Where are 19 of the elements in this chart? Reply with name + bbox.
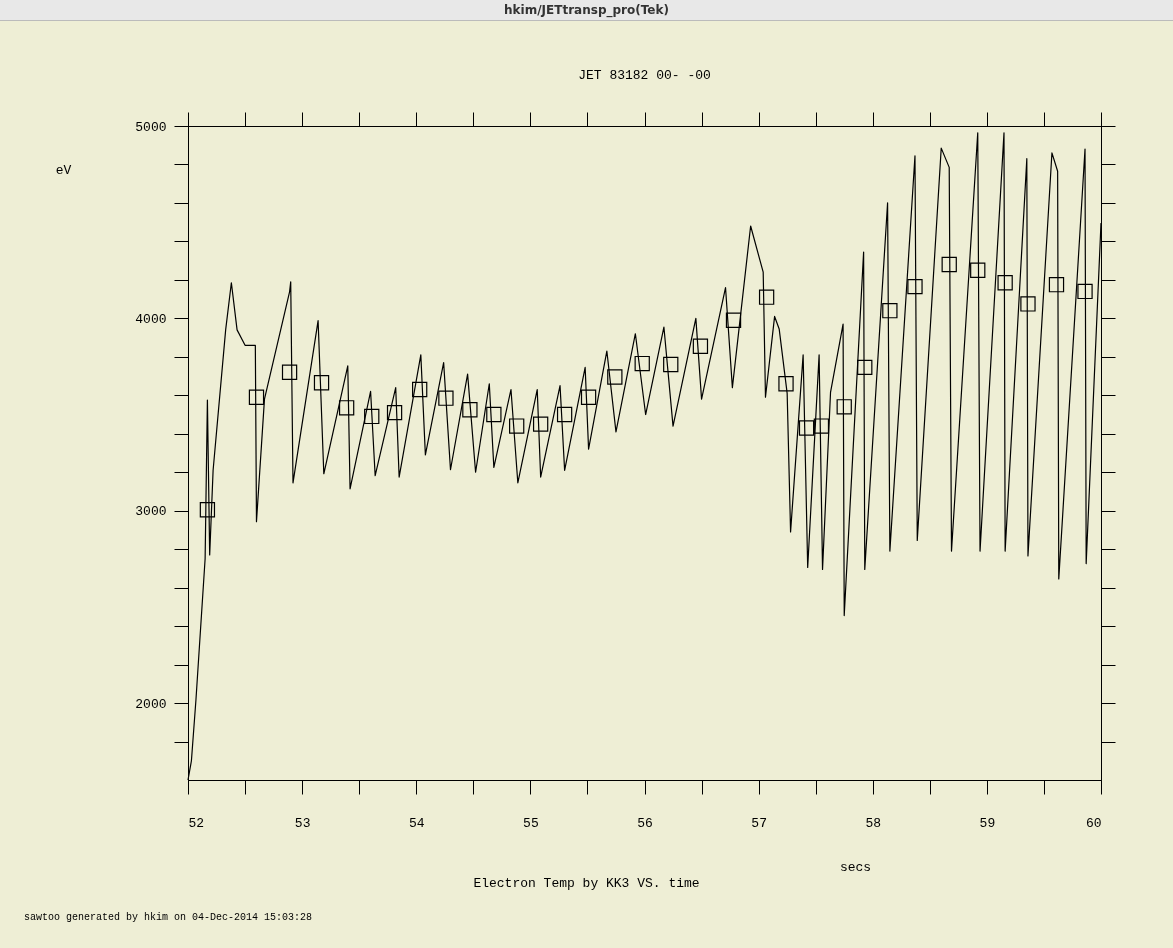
y-tick-label: 3000 (135, 504, 167, 520)
x-axis-title: secs (839, 859, 872, 875)
x-tick-label: 59 (979, 815, 996, 831)
x-tick-label: 55 (523, 815, 539, 831)
x-tick-label: 54 (408, 815, 425, 831)
y-tick-label: 5000 (135, 119, 167, 135)
x-tick-label: 52 (188, 815, 205, 831)
y-axis-title: eV (55, 162, 72, 178)
text: hkim/JETtransp_pro(Tek) (0, 0, 1173, 21)
x-tick-label: 53 (294, 815, 311, 831)
text: Electron Temp by KK3 VS. time (472, 876, 701, 891)
x-tick-label: 60 (1085, 815, 1102, 831)
y-tick-label: 2000 (135, 696, 167, 712)
text: sawtoo generated by hkim on 04-Dec-2014 15:03:28 (24, 912, 313, 923)
x-tick-label: 56 (637, 815, 653, 831)
y-tick-label: 4000 (135, 311, 167, 327)
x-tick-label: 57 (751, 815, 767, 831)
x-tick-label: 58 (865, 815, 882, 831)
chart-title: JET 83182 00- -00 (578, 67, 711, 83)
